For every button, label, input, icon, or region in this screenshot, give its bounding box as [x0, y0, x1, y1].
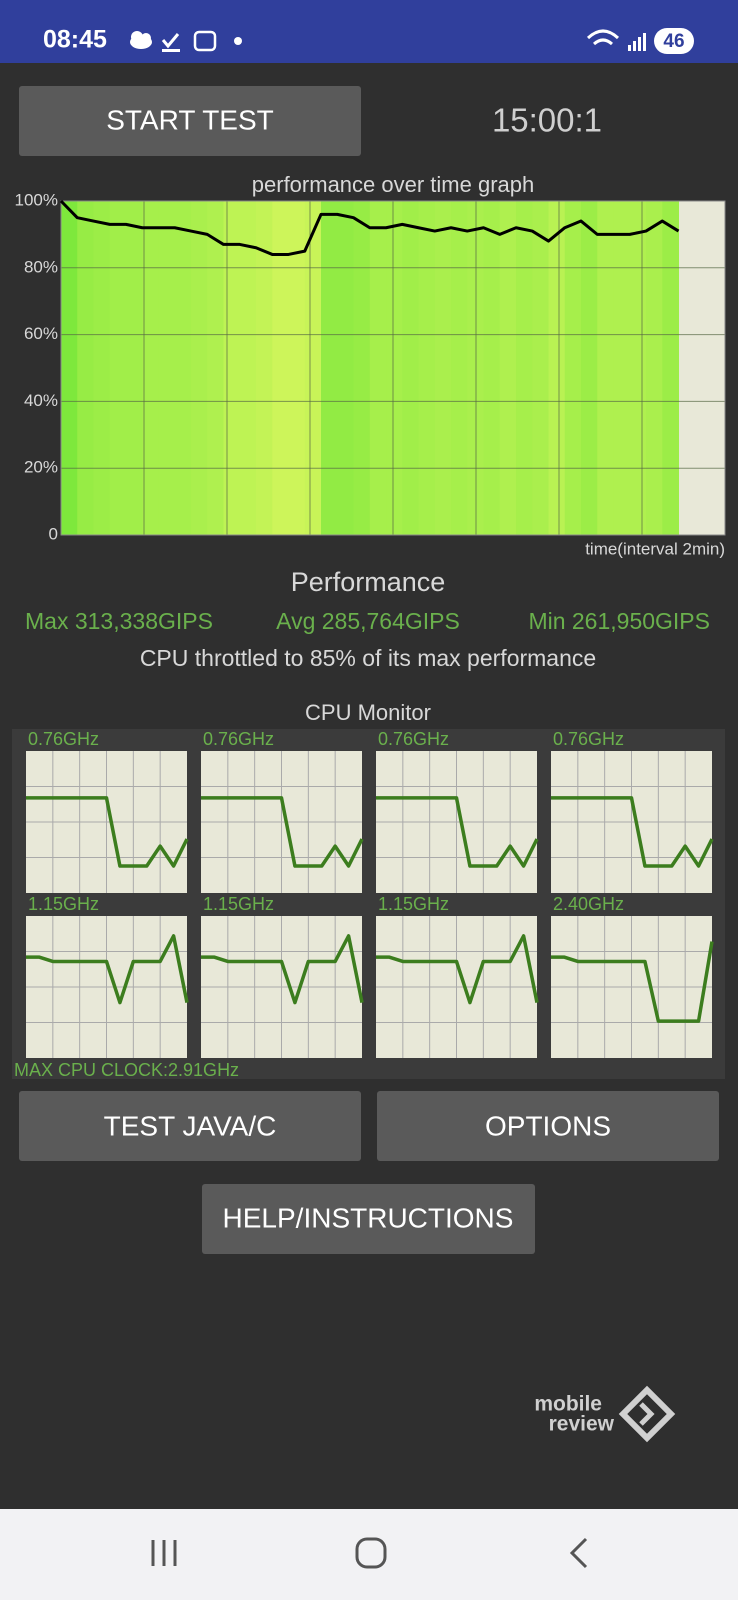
performance-line — [59, 199, 680, 256]
recents-button[interactable] — [151, 1540, 177, 1566]
performance-strip — [174, 201, 192, 535]
performance-strip — [434, 201, 452, 535]
performance-strip — [353, 201, 371, 535]
test-java-button[interactable] — [19, 1091, 361, 1161]
performance-strip — [629, 201, 647, 535]
performance-strip — [581, 201, 598, 535]
max-performance: Max 313,338GIPS — [25, 608, 213, 634]
max-cpu-clock: MAX CPU CLOCK:2.91GHz — [14, 1060, 239, 1080]
performance-strip — [337, 201, 355, 535]
performance-strip — [158, 201, 176, 535]
y-tick-label: 40% — [24, 391, 58, 410]
home-button[interactable] — [355, 1537, 387, 1569]
help-label: HELP/INSTRUCTIONS — [223, 1202, 514, 1233]
performance-strip — [516, 201, 533, 535]
plot-border — [60, 200, 726, 536]
performance-title: Performance — [291, 567, 446, 597]
watermark-logo — [618, 1385, 676, 1443]
performance-strip — [564, 201, 582, 535]
core-frequency: 1.15GHz — [203, 894, 274, 914]
performance-strip — [93, 201, 111, 535]
core-frequency-line — [376, 934, 539, 1005]
core-frequency: 0.76GHz — [553, 729, 624, 749]
y-tick-label: 80% — [24, 257, 58, 276]
options-label: OPTIONS — [485, 1110, 611, 1141]
y-tick-label: 20% — [24, 458, 58, 477]
performance-strip — [126, 201, 143, 535]
status-bar — [0, 0, 738, 63]
performance-strip — [532, 201, 550, 535]
graph-title: performance over time graph — [252, 172, 534, 197]
options-button[interactable] — [377, 1091, 719, 1161]
core-frequency-line — [26, 934, 189, 1005]
core-frequency-line — [551, 796, 714, 868]
performance-strip — [402, 201, 420, 535]
help-button[interactable] — [202, 1184, 535, 1254]
performance-strip — [499, 201, 517, 535]
cpu-cores: 0.76GHz 0.76GHz 0.76GHz 0.76GHz 1.15GHz 1.15G… — [26, 729, 714, 1058]
clock: 08:45 — [43, 26, 107, 54]
performance-strip — [662, 201, 680, 535]
performance-strip — [646, 201, 663, 535]
core-frequency-line — [201, 934, 364, 1005]
performance-strip — [369, 201, 387, 535]
throttle-summary: CPU throttled to 85% of its max performa… — [140, 645, 596, 671]
performance-strip — [451, 201, 468, 535]
watermark-line-1: mobile — [534, 1393, 602, 1416]
status-icons — [130, 28, 694, 54]
y-tick-label: 0 — [49, 524, 58, 543]
performance-strip — [613, 201, 631, 535]
performance-strip — [239, 201, 257, 535]
performance-strip — [109, 201, 127, 535]
core-frequency: 0.76GHz — [28, 729, 99, 749]
watermark-line-2: review — [549, 1413, 615, 1436]
core-frequency: 1.15GHz — [378, 894, 449, 914]
core-frequency-line — [26, 796, 189, 868]
core-frequency: 2.40GHz — [553, 894, 624, 914]
start-test-label: START TEST — [106, 104, 274, 135]
back-button[interactable] — [569, 1537, 588, 1569]
core-frequency-line — [376, 796, 539, 868]
cpu-monitor-title: CPU Monitor — [305, 700, 431, 725]
core-frequency-line — [201, 796, 364, 868]
y-tick-label: 100% — [15, 190, 58, 209]
performance-strip — [288, 201, 306, 535]
avg-performance: Avg 285,764GIPS — [276, 608, 460, 634]
performance-strip — [272, 201, 290, 535]
performance-strip — [418, 201, 436, 535]
core-frequency: 1.15GHz — [28, 894, 99, 914]
performance-strip — [597, 201, 615, 535]
core-frequency: 0.76GHz — [203, 729, 274, 749]
performance-strip — [207, 201, 225, 535]
performance-strip — [386, 201, 403, 535]
x-axis-label: time(interval 2min) — [585, 539, 725, 558]
performance-strip — [548, 201, 566, 535]
performance-strip — [223, 201, 241, 535]
start-test-button[interactable] — [19, 86, 361, 156]
core-frequency: 0.76GHz — [378, 729, 449, 749]
y-tick-label: 60% — [24, 324, 58, 343]
navigation-bar — [0, 1509, 738, 1600]
core-frequency-line — [551, 941, 714, 1023]
timer: 15:00:1 — [492, 102, 602, 139]
performance-strip — [256, 201, 273, 535]
min-performance: Min 261,950GIPS — [528, 608, 710, 634]
performance-strip — [483, 201, 501, 535]
performance-strip — [304, 201, 322, 535]
battery-level: 46 — [663, 31, 684, 52]
performance-strip — [191, 201, 208, 535]
performance-strip — [61, 201, 78, 535]
performance-strip — [142, 201, 160, 535]
nav-icons — [151, 1537, 588, 1569]
performance-strip — [77, 201, 95, 535]
performance-graph: 100% 80% 60% 40% 20% 0 — [15, 190, 726, 543]
performance-strip — [321, 201, 338, 535]
test-java-label: TEST JAVA/C — [104, 1110, 277, 1141]
